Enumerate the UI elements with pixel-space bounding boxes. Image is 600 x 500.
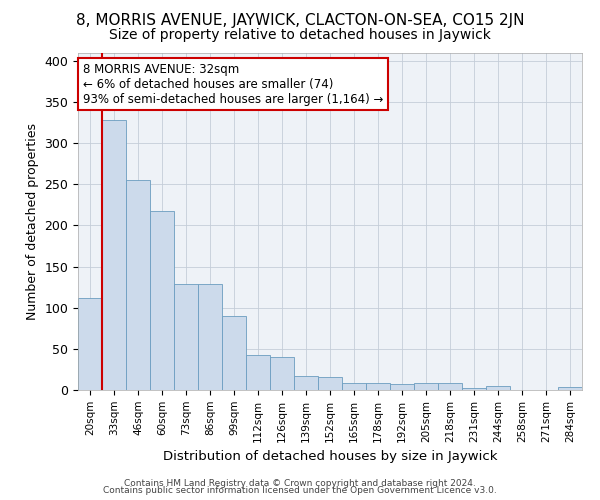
Bar — [126, 180, 150, 390]
Text: Contains HM Land Registry data © Crown copyright and database right 2024.: Contains HM Land Registry data © Crown c… — [124, 478, 476, 488]
Bar — [78, 298, 102, 390]
Bar — [294, 376, 318, 390]
Bar — [246, 356, 270, 390]
Bar — [198, 284, 222, 390]
Bar — [222, 316, 246, 390]
Text: 8 MORRIS AVENUE: 32sqm
← 6% of detached houses are smaller (74)
93% of semi-deta: 8 MORRIS AVENUE: 32sqm ← 6% of detached … — [83, 62, 383, 106]
Bar — [318, 377, 342, 390]
Bar — [486, 386, 510, 390]
Bar — [438, 384, 462, 390]
Bar — [102, 120, 126, 390]
Text: Contains public sector information licensed under the Open Government Licence v3: Contains public sector information licen… — [103, 486, 497, 495]
Text: 8, MORRIS AVENUE, JAYWICK, CLACTON-ON-SEA, CO15 2JN: 8, MORRIS AVENUE, JAYWICK, CLACTON-ON-SE… — [76, 12, 524, 28]
Bar — [390, 384, 414, 390]
Text: Size of property relative to detached houses in Jaywick: Size of property relative to detached ho… — [109, 28, 491, 42]
X-axis label: Distribution of detached houses by size in Jaywick: Distribution of detached houses by size … — [163, 450, 497, 463]
Bar — [174, 284, 198, 390]
Bar — [414, 382, 438, 390]
Bar — [150, 210, 174, 390]
Bar — [342, 384, 366, 390]
Bar — [558, 386, 582, 390]
Bar — [270, 357, 294, 390]
Bar — [462, 388, 486, 390]
Y-axis label: Number of detached properties: Number of detached properties — [26, 122, 39, 320]
Bar — [366, 384, 390, 390]
